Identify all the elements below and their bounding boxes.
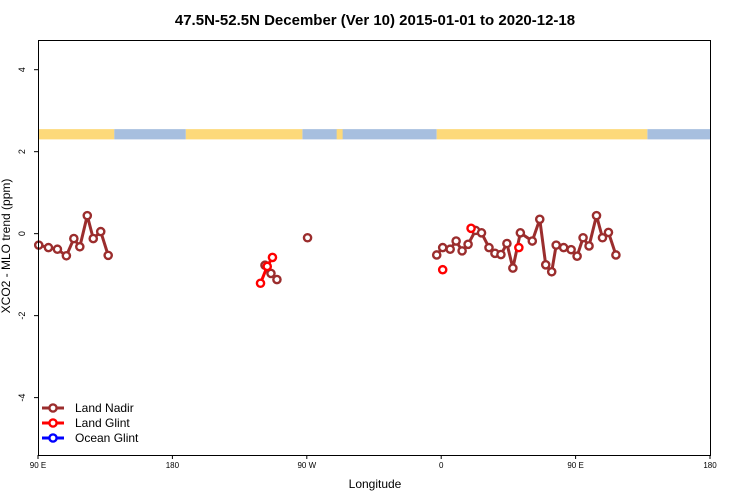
data-point bbox=[463, 239, 473, 250]
data-point bbox=[52, 244, 63, 255]
data-point bbox=[437, 242, 448, 253]
data-point bbox=[597, 232, 608, 243]
land-band bbox=[185, 129, 303, 140]
series-layer bbox=[33, 210, 621, 289]
data-point bbox=[88, 233, 99, 244]
data-point bbox=[95, 226, 106, 237]
data-point bbox=[508, 263, 518, 273]
x-axis-label: Longitude bbox=[349, 477, 402, 491]
data-point bbox=[476, 228, 487, 238]
data-point bbox=[578, 232, 588, 243]
x-tick-label: 90 W bbox=[297, 461, 316, 470]
data-point bbox=[514, 242, 524, 253]
y-tick-label: -4 bbox=[17, 394, 27, 402]
land-band bbox=[336, 129, 343, 140]
land-band bbox=[38, 129, 115, 140]
data-point bbox=[43, 242, 54, 253]
data-point bbox=[82, 210, 93, 221]
legend-swatch-marker bbox=[48, 418, 58, 428]
data-point bbox=[591, 210, 602, 221]
data-point bbox=[484, 242, 494, 253]
data-point bbox=[502, 238, 512, 249]
data-point bbox=[267, 252, 278, 263]
data-point bbox=[255, 278, 266, 289]
data-point bbox=[437, 264, 448, 275]
data-point bbox=[566, 244, 576, 255]
ocean-band bbox=[647, 129, 710, 140]
data-point bbox=[551, 240, 561, 250]
ocean-band bbox=[302, 129, 437, 140]
data-point bbox=[546, 266, 557, 277]
legend-label: Land Glint bbox=[75, 416, 130, 430]
data-point bbox=[302, 232, 313, 243]
x-tick-label: 90 E bbox=[567, 461, 583, 470]
x-tick-label: 90 E bbox=[30, 461, 46, 470]
data-point bbox=[431, 250, 442, 260]
legend-swatch-marker bbox=[48, 433, 58, 443]
ocean-band bbox=[114, 129, 186, 140]
x-axis: 90 E 180 90 W 0 90 E 180 bbox=[30, 455, 717, 470]
y-tick-label: -2 bbox=[17, 312, 27, 320]
legend-label: Ocean Glint bbox=[75, 431, 139, 445]
data-point bbox=[262, 261, 273, 272]
data-point bbox=[75, 241, 85, 252]
land-band bbox=[436, 129, 648, 140]
y-axis-label: XCO2 - MLO trend (ppm) bbox=[0, 179, 13, 314]
data-point bbox=[515, 228, 526, 238]
legend-swatch-marker bbox=[48, 403, 58, 413]
data-point bbox=[611, 250, 621, 260]
data-point bbox=[103, 250, 113, 261]
data-point bbox=[496, 249, 506, 260]
data-point bbox=[272, 274, 282, 285]
data-point bbox=[466, 223, 476, 234]
y-tick-label: 0 bbox=[17, 231, 27, 236]
data-point bbox=[603, 227, 614, 238]
chart-title: 47.5N-52.5N December (Ver 10) 2015-01-01… bbox=[175, 12, 575, 29]
data-point bbox=[61, 250, 72, 261]
data-point bbox=[451, 236, 461, 246]
data-point bbox=[527, 236, 538, 246]
x-tick-label: 180 bbox=[703, 461, 717, 470]
data-point bbox=[534, 214, 545, 225]
data-point bbox=[572, 251, 582, 261]
legend-label: Land Nadir bbox=[75, 401, 134, 415]
x-tick-label: 180 bbox=[166, 461, 180, 470]
y-axis: -4 -2 0 2 4 bbox=[17, 67, 39, 402]
data-point bbox=[69, 233, 79, 244]
y-tick-label: 2 bbox=[17, 149, 27, 154]
data-point bbox=[445, 244, 455, 255]
data-point bbox=[266, 268, 276, 279]
land-ocean-mask bbox=[38, 129, 710, 140]
data-point bbox=[584, 241, 594, 251]
plot-frame bbox=[38, 40, 711, 456]
data-point bbox=[558, 242, 569, 253]
x-tick-label: 0 bbox=[439, 461, 444, 470]
data-point bbox=[457, 246, 467, 256]
data-point bbox=[540, 260, 551, 270]
y-tick-label: 4 bbox=[17, 67, 27, 72]
